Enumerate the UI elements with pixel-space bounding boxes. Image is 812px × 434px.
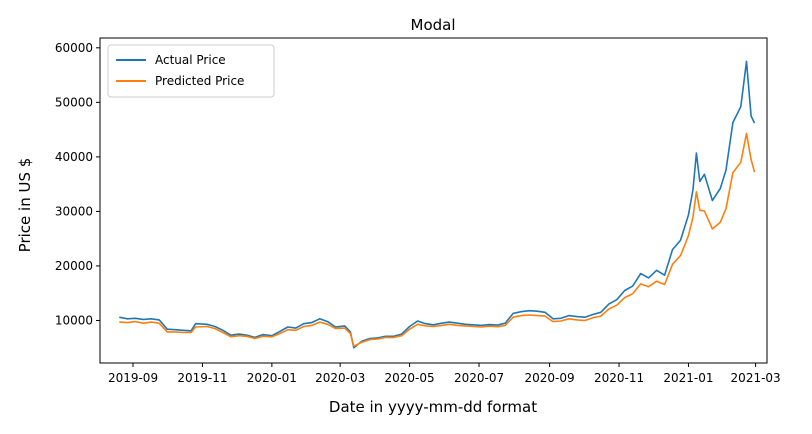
x-tick-label: 2020-01	[247, 371, 297, 385]
legend-label-predicted: Predicted Price	[155, 74, 244, 88]
series-line-predicted	[119, 132, 756, 347]
x-tick-label: 2021-03	[731, 371, 781, 385]
x-tick-label: 2020-09	[525, 371, 575, 385]
x-tick-label: 2019-11	[177, 371, 227, 385]
legend: Actual Price Predicted Price	[107, 44, 275, 98]
chart-title: Modal	[411, 16, 456, 34]
x-tick-label: 2020-11	[594, 371, 644, 385]
y-tick-label: 40000	[55, 150, 93, 164]
y-axis-label: Price in US $	[16, 158, 34, 253]
y-axis: 10000 20000 30000 40000 50000 60000	[55, 41, 100, 327]
plot-frame	[99, 37, 768, 364]
legend-box	[107, 44, 275, 98]
y-tick-label: 20000	[55, 259, 93, 273]
legend-label-actual: Actual Price	[155, 53, 226, 67]
x-tick-label: 2021-01	[663, 371, 713, 385]
series-line-actual	[119, 60, 756, 349]
y-tick-label: 30000	[55, 204, 93, 218]
x-tick-label: 2020-07	[454, 371, 504, 385]
x-axis: 2019-09 2019-11 2020-01 2020-03 2020-05 2020-…	[108, 363, 781, 385]
x-tick-label: 2020-05	[385, 371, 435, 385]
y-tick-label: 60000	[55, 41, 93, 55]
x-tick-label: 2020-03	[315, 371, 365, 385]
y-tick-label: 50000	[55, 95, 93, 109]
plot-area	[119, 60, 756, 349]
y-tick-label: 10000	[55, 313, 93, 327]
x-axis-label: Date in yyyy-mm-dd format	[329, 398, 537, 416]
x-tick-label: 2019-09	[108, 371, 158, 385]
